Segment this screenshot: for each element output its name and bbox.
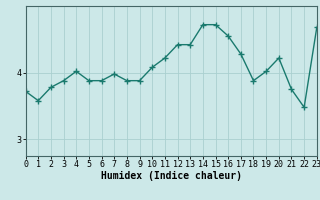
- X-axis label: Humidex (Indice chaleur): Humidex (Indice chaleur): [101, 171, 242, 181]
